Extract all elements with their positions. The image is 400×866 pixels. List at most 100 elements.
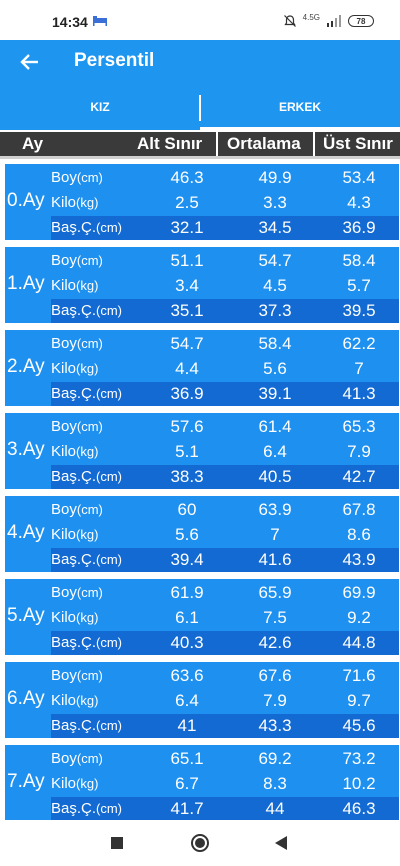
measurement-row: Kilo(kg) 3.4 4.5 5.7	[51, 274, 399, 298]
measurement-label: Kilo(kg)	[51, 277, 98, 294]
measurement-name: Kilo	[51, 526, 77, 543]
mean-value: 7.9	[263, 691, 287, 710]
measurement-label: Baş.Ç.(cm)	[51, 219, 122, 236]
header-divider	[0, 156, 400, 159]
measurement-label: Boy(cm)	[51, 750, 103, 767]
recent-apps-button[interactable]	[106, 832, 128, 854]
measurement-row: Baş.Ç.(cm) 41 43.3 45.6	[51, 714, 399, 738]
measurement-name: Baş.Ç.	[51, 302, 97, 319]
measurement-unit: (cm)	[96, 801, 123, 816]
upper-value: 53.4	[342, 168, 376, 187]
lower-value: 54.7	[170, 334, 204, 353]
lower-value: 5.1	[175, 442, 199, 461]
measurement-unit: (cm)	[76, 253, 103, 268]
month-label: 6.Ay	[7, 688, 45, 709]
month-label: 2.Ay	[7, 356, 45, 377]
measurement-row: Kilo(kg) 4.4 5.6 7	[51, 357, 399, 381]
mean-value: 63.9	[258, 500, 292, 519]
mean-value: 69.2	[258, 749, 292, 768]
arrow-left-icon	[20, 54, 38, 70]
lower-value: 39.4	[170, 550, 204, 569]
nav-back-button[interactable]	[270, 832, 292, 854]
month-block: 2.Ay Boy(cm) 54.7 58.4 62.2 Kilo(kg) 4.4 5.6 7 Ba…	[5, 330, 399, 406]
mean-value: 67.6	[258, 666, 292, 685]
upper-value: 41.3	[342, 384, 376, 403]
measurement-row: Kilo(kg) 2.5 3.3 4.3	[51, 191, 399, 215]
measurement-unit: (kg)	[76, 361, 99, 376]
upper-value: 9.2	[347, 608, 371, 627]
measurement-row: Kilo(kg) 6.4 7.9 9.7	[51, 689, 399, 713]
measurement-row: Boy(cm) 65.1 69.2 73.2	[51, 747, 399, 771]
measurement-label: Kilo(kg)	[51, 526, 98, 543]
measurement-unit: (kg)	[76, 278, 99, 293]
mean-value: 6.4	[263, 442, 287, 461]
lower-value: 6.1	[175, 608, 199, 627]
month-label: 7.Ay	[7, 771, 45, 792]
measurement-unit: (cm)	[76, 419, 103, 434]
lower-value: 35.1	[170, 301, 204, 320]
measurement-row: Boy(cm) 63.6 67.6 71.6	[51, 664, 399, 688]
measurement-unit: (cm)	[76, 170, 103, 185]
sleep-mode-icon	[93, 16, 107, 26]
tab-indicator	[200, 127, 400, 130]
measurement-name: Boy	[51, 418, 77, 435]
measurement-name: Kilo	[51, 277, 77, 294]
measurement-unit: (cm)	[76, 585, 103, 600]
lower-value: 6.4	[175, 691, 199, 710]
upper-value: 58.4	[342, 251, 376, 270]
lower-value: 41.7	[170, 799, 204, 818]
home-button[interactable]	[189, 832, 211, 854]
measurement-row: Baş.Ç.(cm) 38.3 40.5 42.7	[51, 465, 399, 489]
tab-erkek[interactable]: ERKEK	[278, 100, 321, 114]
measurement-unit: (cm)	[96, 386, 123, 401]
measurement-row: Boy(cm) 57.6 61.4 65.3	[51, 415, 399, 439]
measurement-row: Kilo(kg) 5.6 7 8.6	[51, 523, 399, 547]
measurement-name: Kilo	[51, 360, 77, 377]
upper-value: 4.3	[347, 193, 371, 212]
measurement-name: Baş.Ç.	[51, 717, 97, 734]
month-label: 5.Ay	[7, 605, 45, 626]
measurement-label: Boy(cm)	[51, 252, 103, 269]
measurement-row: Baş.Ç.(cm) 39.4 41.6 43.9	[51, 548, 399, 572]
mean-value: 7	[270, 525, 280, 544]
measurement-unit: (cm)	[76, 751, 103, 766]
upper-value: 73.2	[342, 749, 376, 768]
measurement-row: Baş.Ç.(cm) 41.7 44 46.3	[51, 797, 399, 820]
measurement-row: Baş.Ç.(cm) 32.1 34.5 36.9	[51, 216, 399, 240]
lower-value: 36.9	[170, 384, 204, 403]
mean-value: 58.4	[258, 334, 292, 353]
lower-value: 3.4	[175, 276, 199, 295]
measurement-label: Baş.Ç.(cm)	[51, 634, 122, 651]
percentile-list[interactable]: 0.Ay Boy(cm) 46.3 49.9 53.4 Kilo(kg) 2.5 3.3 4.3…	[0, 164, 400, 820]
measurement-row: Baş.Ç.(cm) 36.9 39.1 41.3	[51, 382, 399, 406]
lower-value: 4.4	[175, 359, 199, 378]
mean-value: 8.3	[263, 774, 287, 793]
measurement-unit: (kg)	[76, 444, 99, 459]
measurement-unit: (cm)	[76, 668, 103, 683]
mean-value: 7.5	[263, 608, 287, 627]
mean-value: 42.6	[258, 633, 292, 652]
upper-value: 43.9	[342, 550, 376, 569]
measurement-label: Baş.Ç.(cm)	[51, 717, 122, 734]
upper-value: 67.8	[342, 500, 376, 519]
measurement-row: Boy(cm) 60 63.9 67.8	[51, 498, 399, 522]
measurement-label: Boy(cm)	[51, 335, 103, 352]
lower-value: 63.6	[170, 666, 204, 685]
tab-kiz[interactable]: KIZ	[90, 100, 110, 114]
measurement-unit: (cm)	[96, 303, 123, 318]
measurement-label: Boy(cm)	[51, 667, 103, 684]
measurement-row: Boy(cm) 54.7 58.4 62.2	[51, 332, 399, 356]
header-month: Ay	[22, 134, 44, 153]
upper-value: 62.2	[342, 334, 376, 353]
mean-value: 5.6	[263, 359, 287, 378]
status-time: 14:34	[52, 14, 88, 30]
upper-value: 46.3	[342, 799, 376, 818]
mean-value: 39.1	[258, 384, 292, 403]
measurement-name: Boy	[51, 667, 77, 684]
mean-value: 37.3	[258, 301, 292, 320]
app-bar: Persentil	[0, 40, 400, 84]
back-button[interactable]	[16, 48, 44, 76]
lower-value: 2.5	[175, 193, 199, 212]
header-upper: Üst Sınır	[323, 134, 393, 153]
lower-value: 61.9	[170, 583, 204, 602]
